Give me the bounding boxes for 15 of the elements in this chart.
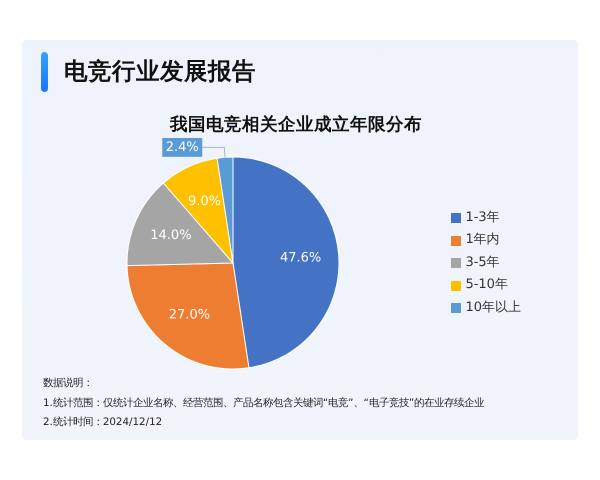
chart-title: 电竞行业发展报告 — [64, 56, 256, 87]
data-label: 14.0% — [150, 228, 192, 244]
legend-label: 3-5年 — [465, 254, 500, 270]
legend-label: 5-10年 — [465, 277, 508, 292]
data-label: 27.0% — [168, 308, 210, 322]
legend-label: 10年以上 — [465, 300, 521, 315]
chart-subtitle: 我国电竞相关企业成立年限分布 — [168, 114, 423, 136]
data-label: 9.0% — [188, 194, 222, 209]
text: 数据说明： — [43, 376, 94, 391]
legend-label: 1年内 — [465, 232, 500, 248]
data-label: 2.4% — [166, 140, 199, 155]
text: 2.统计时间：2024/12/12 — [43, 415, 164, 430]
legend-label: 1-3年 — [465, 210, 500, 225]
text: 1.统计范围：仅统计企业名称、经营范围、产品名称包含关键词“电竞”、“电子竞技”的在业存续企业 — [43, 396, 484, 411]
data-label: 47.6% — [280, 250, 322, 266]
